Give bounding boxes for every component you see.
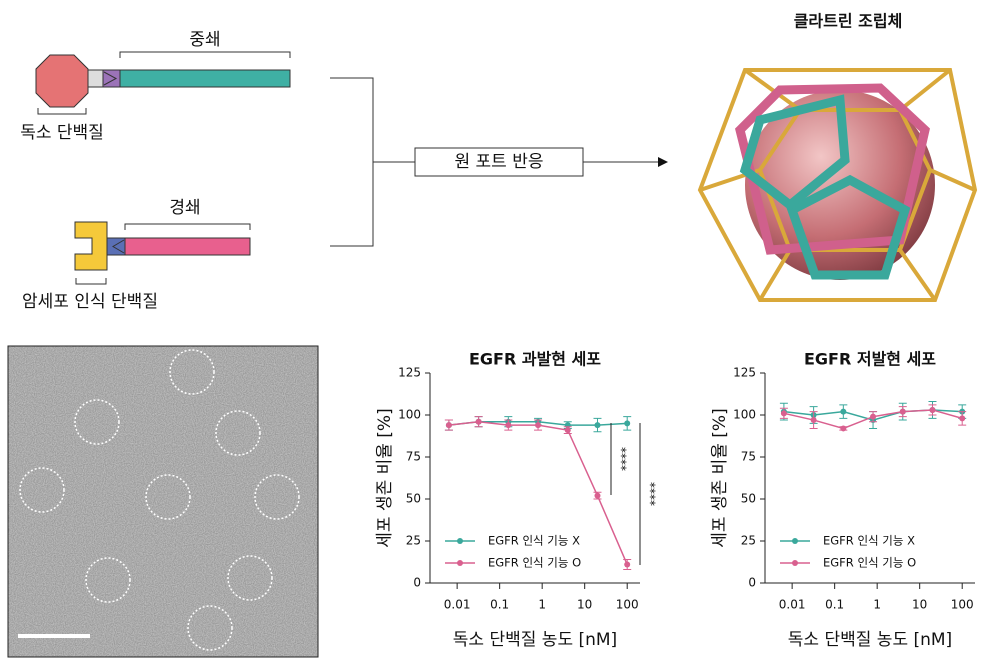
light-chain-construct: 경쇄 암세포 인식 단백질 <box>22 198 251 312</box>
x-tick-label: 0.01 <box>444 598 471 612</box>
legend-marker <box>457 560 463 566</box>
reaction-connector <box>330 77 668 247</box>
assembly-title: 클라트린 조립체 <box>794 12 903 31</box>
data-point <box>564 427 571 434</box>
y-tick-label: 0 <box>413 576 421 590</box>
x-tick-label: 1 <box>538 598 546 612</box>
data-point <box>899 408 906 415</box>
cage-illustration <box>697 68 978 302</box>
legend-marker <box>792 538 798 544</box>
toxin-label: 독소 단백질 <box>20 123 104 143</box>
legend-label: EGFR 인식 기능 O <box>823 556 916 570</box>
y-tick-label: 75 <box>741 450 756 464</box>
data-point <box>840 408 847 415</box>
data-point <box>870 413 877 420</box>
y-axis-label: 세포 생존 비율 [%] <box>375 408 395 547</box>
recognizer-label: 암세포 인식 단백질 <box>22 292 158 312</box>
x-tick-label: 100 <box>951 598 974 612</box>
reaction-label: 원 포트 반응 <box>454 152 543 172</box>
data-point <box>624 420 631 427</box>
y-tick-label: 50 <box>741 492 756 506</box>
chart-title: EGFR 저발현 세포 <box>804 350 936 369</box>
y-tick-label: 100 <box>398 408 421 422</box>
data-point <box>594 422 601 429</box>
light-chain-label: 경쇄 <box>169 198 200 218</box>
y-tick-label: 100 <box>733 408 756 422</box>
legend-label: EGFR 인식 기능 X <box>823 534 915 548</box>
y-tick-label: 75 <box>406 450 421 464</box>
data-point <box>780 410 787 417</box>
x-tick-label: 100 <box>616 598 639 612</box>
y-tick-label: 50 <box>406 492 421 506</box>
y-tick-label: 25 <box>741 534 756 548</box>
data-point <box>929 406 936 413</box>
x-tick-label: 0.01 <box>779 598 806 612</box>
legend-marker <box>457 538 463 544</box>
chart-title: EGFR 과발현 세포 <box>469 350 601 369</box>
data-point <box>535 422 542 429</box>
x-tick-label: 10 <box>577 598 592 612</box>
y-axis-label: 세포 생존 비율 [%] <box>710 408 730 547</box>
y-tick-label: 125 <box>398 366 421 380</box>
y-tick-label: 25 <box>406 534 421 548</box>
x-tick-label: 10 <box>912 598 927 612</box>
y-tick-label: 0 <box>748 576 756 590</box>
significance-label: **** <box>644 482 658 506</box>
data-point <box>445 422 452 429</box>
data-point <box>475 418 482 425</box>
legend-label: EGFR 인식 기능 O <box>488 556 581 570</box>
x-axis-label: 독소 단백질 농도 [nM] <box>788 630 952 650</box>
data-point <box>505 422 512 429</box>
legend-label: EGFR 인식 기능 X <box>488 534 580 548</box>
data-point <box>594 492 601 499</box>
heavy-chain-construct: 중쇄 독소 단백질 <box>20 30 291 143</box>
micrograph <box>7 345 319 658</box>
x-axis-label: 독소 단백질 농도 [nM] <box>453 630 617 650</box>
y-tick-label: 125 <box>733 366 756 380</box>
significance-label: **** <box>615 447 629 471</box>
legend-marker <box>792 560 798 566</box>
data-point <box>810 417 817 424</box>
data-point <box>840 425 847 432</box>
x-tick-label: 0.1 <box>490 598 509 612</box>
x-tick-label: 1 <box>873 598 881 612</box>
x-tick-label: 0.1 <box>825 598 844 612</box>
data-point <box>624 561 631 568</box>
data-point <box>959 415 966 422</box>
heavy-chain-label: 중쇄 <box>189 30 220 50</box>
